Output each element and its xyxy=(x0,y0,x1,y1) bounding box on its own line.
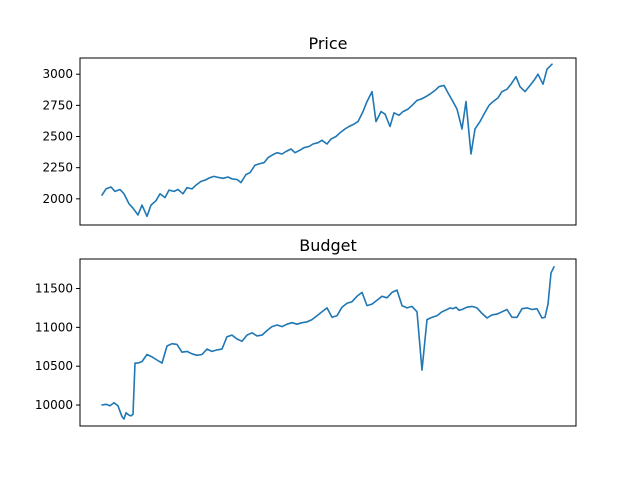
budget-chart-y-ticks: 10000 10500 11000 11500 xyxy=(35,282,80,412)
budget-y-tick-label: 10000 xyxy=(35,398,73,412)
budget-y-tick-label: 11500 xyxy=(35,282,73,296)
budget-y-tick-label: 11000 xyxy=(35,320,73,334)
price-chart: Price 2000 2250 2500 2750 3000 xyxy=(42,34,577,226)
budget-chart-frame xyxy=(79,258,577,427)
budget-y-tick-label: 10500 xyxy=(35,359,73,373)
budget-chart: Budget 10000 10500 11000 11500 xyxy=(35,236,577,427)
price-chart-frame xyxy=(79,57,577,226)
price-series-line xyxy=(101,63,553,218)
price-y-tick-label: 2750 xyxy=(42,98,73,112)
price-chart-y-ticks: 2000 2250 2500 2750 3000 xyxy=(42,67,80,206)
price-chart-title: Price xyxy=(308,34,347,53)
price-y-tick-label: 2250 xyxy=(42,161,73,175)
price-y-tick-label: 3000 xyxy=(42,67,73,81)
price-y-tick-label: 2000 xyxy=(42,192,73,206)
price-y-tick-label: 2500 xyxy=(42,130,73,144)
budget-series-line xyxy=(101,266,555,420)
budget-chart-title: Budget xyxy=(299,236,357,255)
